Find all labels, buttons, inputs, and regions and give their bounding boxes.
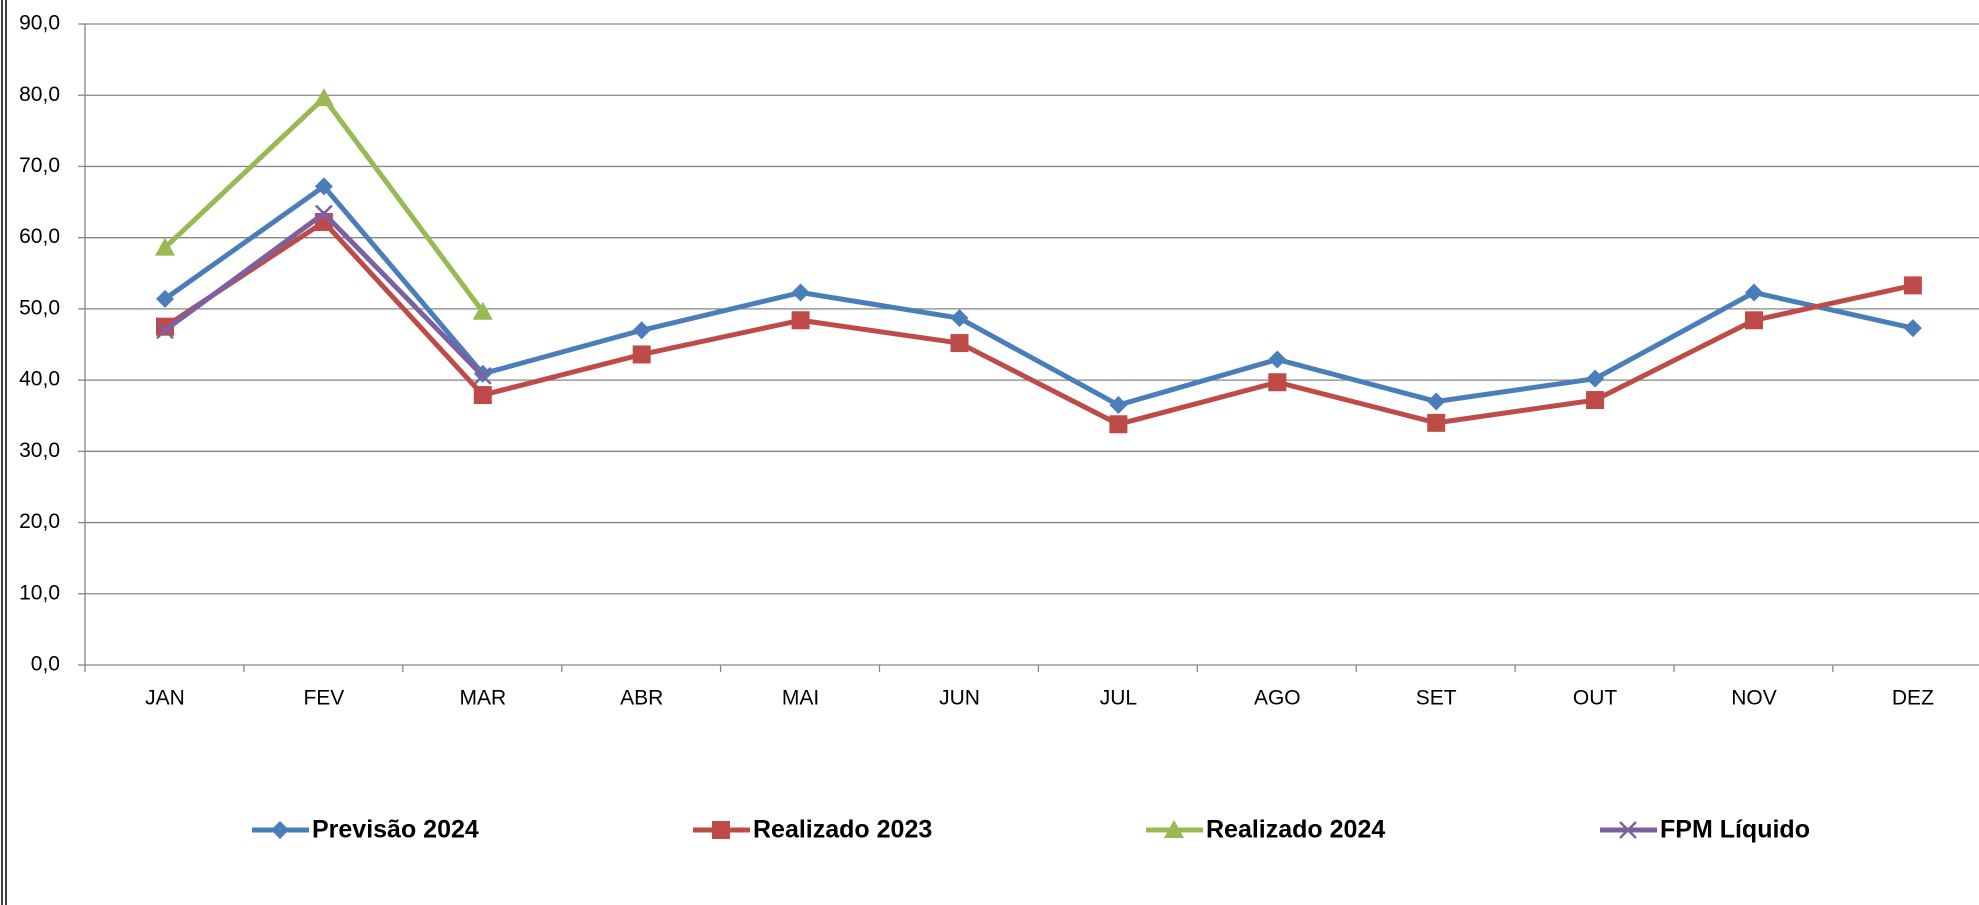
data-point: [473, 386, 492, 405]
y-tick-label: 50,0: [19, 296, 60, 319]
data-point: [314, 177, 333, 196]
data-point: [313, 88, 334, 107]
data-point: [156, 289, 174, 308]
x-tick-label: SET: [1416, 687, 1457, 710]
data-point: [950, 309, 969, 328]
legend-item: Realizado 2024: [1146, 816, 1385, 844]
legend-label: Previsão 2024: [312, 816, 479, 844]
legend-item: Previsão 2024: [252, 816, 479, 844]
data-point: [1586, 391, 1605, 410]
legend-marker: [1164, 820, 1184, 838]
data-point: [315, 204, 333, 223]
y-tick-label: 30,0: [19, 439, 60, 462]
data-point: [950, 334, 969, 353]
series-line: [163, 95, 485, 314]
series-line: [163, 219, 1914, 427]
legend-item: FPM Líquido: [1600, 816, 1810, 844]
legend-item: Realizado 2023: [693, 816, 932, 844]
data-point: [156, 321, 174, 340]
y-tick-label: 0,0: [31, 653, 60, 676]
x-tick-label: MAR: [459, 687, 506, 710]
data-point: [1109, 415, 1128, 434]
x-tick-label: JUN: [939, 687, 980, 710]
data-point: [1903, 276, 1922, 295]
x-tick-label: ABR: [620, 687, 663, 710]
data-point: [1268, 350, 1287, 369]
x-tick-label: JAN: [145, 687, 185, 710]
data-point: [1903, 319, 1922, 338]
data-point: [632, 321, 651, 340]
data-point: [1745, 311, 1763, 330]
x-tick-label: MAI: [782, 687, 819, 710]
legend-marker: [712, 821, 730, 839]
x-tick-label: FEV: [303, 687, 344, 710]
x-tick-label: OUT: [1573, 687, 1618, 710]
data-point: [791, 283, 810, 302]
data-point: [473, 366, 492, 385]
x-tick-label: JUL: [1100, 687, 1137, 710]
legend-label: Realizado 2024: [1206, 816, 1385, 844]
data-point: [472, 301, 493, 320]
y-tick-label: 10,0: [19, 581, 60, 604]
data-point: [791, 311, 810, 330]
data-point: [1427, 392, 1446, 411]
y-tick-label: 40,0: [19, 368, 60, 391]
data-point: [1745, 283, 1763, 302]
y-tick-label: 20,0: [19, 510, 60, 533]
data-point: [156, 317, 174, 336]
legend-label: Realizado 2023: [753, 816, 932, 844]
x-tick-label: AGO: [1254, 687, 1301, 710]
legend-label: FPM Líquido: [1660, 816, 1810, 844]
x-tick-label: DEZ: [1892, 687, 1934, 710]
data-point: [632, 345, 651, 364]
legend-marker: [271, 821, 289, 839]
data-point: [1109, 396, 1128, 415]
data-point: [1268, 373, 1287, 392]
data-point: [155, 237, 175, 256]
y-tick-label: 80,0: [19, 83, 60, 106]
y-tick-label: 60,0: [19, 225, 60, 248]
series-line: [163, 183, 1914, 408]
legend-marker: [1619, 821, 1637, 839]
y-tick-label: 90,0: [19, 12, 60, 35]
data-point: [1427, 413, 1446, 432]
y-tick-label: 70,0: [19, 154, 60, 177]
x-tick-label: NOV: [1731, 687, 1777, 710]
data-point: [1586, 369, 1605, 388]
